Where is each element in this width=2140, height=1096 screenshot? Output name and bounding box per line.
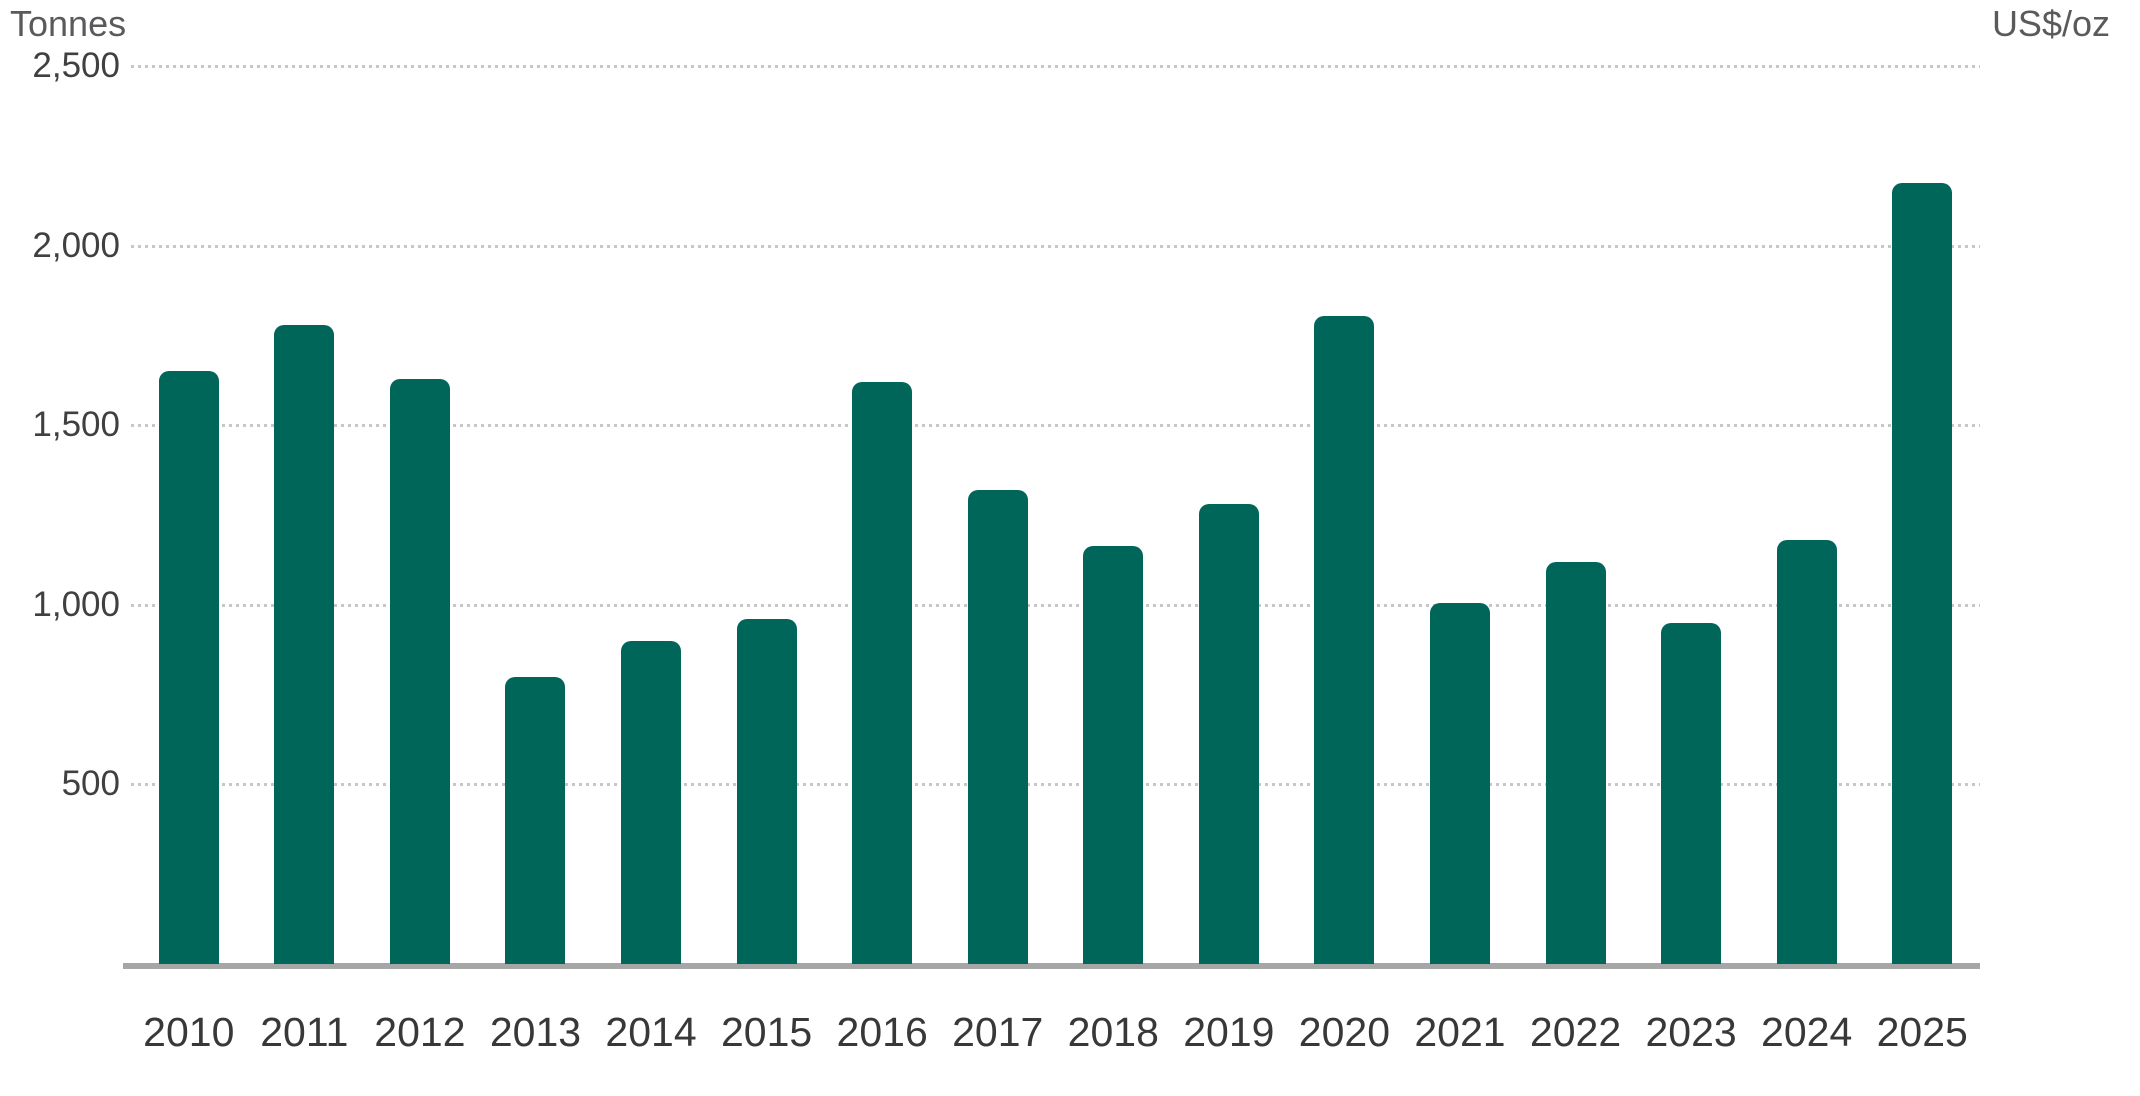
gridline-1500 [131, 424, 1980, 428]
bar-2012 [389, 378, 450, 964]
bar-2011 [274, 324, 335, 964]
x-axis-label-2012: 2012 [374, 1009, 466, 1055]
y-tick-label-2500: 2,500 [32, 46, 120, 85]
y-tick-label-500: 500 [61, 764, 120, 804]
x-axis-label-2023: 2023 [1645, 1009, 1737, 1055]
x-axis-label-2018: 2018 [1067, 1009, 1159, 1055]
x-axis-label-2015: 2015 [720, 1009, 813, 1055]
x-axis-label-2024: 2024 [1761, 1009, 1853, 1055]
x-axis-label-2013: 2013 [489, 1009, 582, 1055]
y-tick-label-1000: 1,000 [32, 584, 120, 624]
bar-2024 [1776, 540, 1837, 964]
x-axis-line [123, 963, 1980, 969]
bar-2017 [967, 489, 1028, 964]
x-axis-label-2019: 2019 [1183, 1009, 1275, 1055]
x-axis-label-2025: 2025 [1876, 1009, 1968, 1055]
x-axis-label-2022: 2022 [1529, 1009, 1622, 1055]
bar-2013 [505, 676, 566, 964]
bar-2023 [1661, 622, 1722, 964]
x-axis-label-2017: 2017 [952, 1009, 1044, 1055]
x-axis-label-2021: 2021 [1414, 1009, 1506, 1055]
x-axis-label-2014: 2014 [605, 1009, 697, 1055]
x-axis-label-2011: 2011 [260, 1009, 349, 1055]
x-axis-label-2020: 2020 [1298, 1009, 1391, 1055]
y-tick-label-1500: 1,500 [32, 405, 120, 445]
x-axis-label-2010: 2010 [143, 1009, 235, 1055]
bar-2014 [621, 640, 682, 964]
gridline-500 [131, 783, 1980, 787]
bar-2022 [1545, 561, 1606, 964]
gridline-2000 [131, 244, 1980, 248]
bar-2018 [1083, 545, 1144, 964]
y-tick-label-2000: 2,000 [32, 225, 120, 265]
gridline-1000 [131, 603, 1980, 607]
gridline-2500 [131, 65, 1980, 68]
bar-2019 [1198, 504, 1259, 964]
left-axis-unit-label: Tonnes [10, 3, 127, 44]
bar-2016 [852, 382, 913, 964]
bar-2015 [736, 619, 797, 964]
bar-2021 [1429, 603, 1490, 964]
bar-2020 [1314, 315, 1375, 964]
x-axis-label-2016: 2016 [836, 1009, 928, 1055]
right-axis-unit-label: US$/oz [1991, 3, 2110, 44]
bar-2010 [158, 371, 219, 964]
bar-2025 [1892, 182, 1953, 964]
